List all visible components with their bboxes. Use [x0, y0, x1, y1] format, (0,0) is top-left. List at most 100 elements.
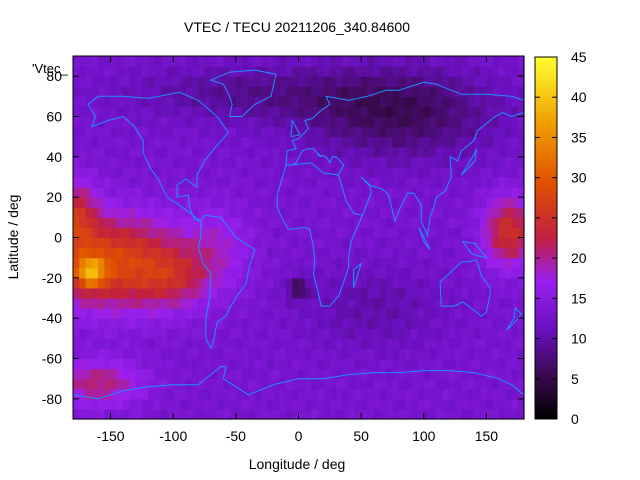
heatmap-cell [398, 146, 406, 158]
heatmap-cell [323, 156, 331, 168]
heatmap-cell [116, 136, 124, 148]
heatmap-cell [392, 318, 400, 329]
heatmap-cell [367, 116, 375, 128]
heatmap-cell [148, 126, 156, 138]
heatmap-cell [73, 237, 80, 249]
heatmap-cell [135, 116, 143, 128]
heatmap-cell [336, 388, 343, 400]
heatmap-cell [480, 187, 488, 198]
heatmap-cell [473, 338, 481, 350]
heatmap-cell [135, 177, 143, 188]
heatmap-cell [436, 217, 444, 229]
heatmap-cell [323, 187, 331, 198]
heatmap-cell [348, 267, 356, 279]
heatmap-cell [148, 156, 156, 168]
heatmap-cell [129, 408, 137, 420]
heatmap-cell [404, 136, 412, 148]
heatmap-cell [505, 378, 513, 390]
heatmap-cell [204, 86, 212, 97]
heatmap-cell [498, 56, 506, 67]
heatmap-cell [342, 156, 350, 168]
heatmap-cell [348, 197, 356, 208]
heatmap-cell [248, 66, 256, 77]
heatmap-cell [273, 116, 281, 128]
heatmap-cell [242, 56, 249, 67]
heatmap-cell [185, 86, 193, 97]
heatmap-cell [173, 328, 181, 339]
heatmap-cell [430, 156, 437, 168]
heatmap-cell [404, 257, 412, 269]
heatmap-cell [242, 318, 249, 329]
heatmap-cell [235, 116, 243, 128]
heatmap-cell [455, 177, 462, 188]
heatmap-cell [348, 298, 356, 309]
heatmap-cell [511, 227, 519, 239]
heatmap-cell [173, 267, 181, 279]
heatmap-cell [160, 146, 168, 158]
heatmap-cell [492, 267, 500, 279]
heatmap-cell [323, 388, 331, 400]
heatmap-cell [223, 126, 231, 138]
heatmap-cell [323, 267, 331, 279]
heatmap-cell [141, 76, 149, 87]
heatmap-cell [91, 298, 99, 309]
heatmap-cell [423, 217, 431, 229]
heatmap-cell [223, 177, 231, 188]
heatmap-cell [198, 247, 206, 259]
heatmap-cell [317, 56, 325, 67]
heatmap-cell [442, 308, 450, 319]
heatmap-cell [311, 66, 318, 77]
heatmap-cell [85, 136, 93, 148]
heatmap-cell [304, 308, 312, 319]
heatmap-cell [179, 287, 187, 299]
heatmap-cell [198, 388, 206, 400]
heatmap-cell [336, 267, 343, 279]
heatmap-cell [235, 318, 243, 329]
heatmap-cell [98, 277, 105, 289]
heatmap-cell [148, 348, 156, 360]
heatmap-cell [329, 76, 337, 87]
heatmap-cell [85, 197, 93, 208]
heatmap-cell [417, 136, 425, 148]
heatmap-cell [223, 156, 231, 168]
heatmap-cell [498, 136, 506, 148]
heatmap-cell [160, 86, 168, 97]
heatmap-cell [467, 267, 475, 279]
heatmap-cell [79, 308, 87, 319]
heatmap-cell [342, 146, 350, 158]
heatmap-cell [123, 267, 130, 279]
colorbar [534, 56, 558, 420]
heatmap-cell [104, 136, 112, 148]
heatmap-cell [298, 187, 306, 198]
heatmap-cell [110, 126, 118, 138]
heatmap-cell [498, 66, 506, 77]
heatmap-cell [285, 227, 293, 239]
heatmap-cell [279, 96, 287, 108]
heatmap-cell [336, 187, 343, 198]
heatmap-cell [398, 267, 406, 279]
heatmap-cell [235, 96, 243, 108]
heatmap-cell [404, 267, 412, 279]
heatmap-cell [285, 398, 293, 410]
heatmap-cell [379, 116, 387, 128]
heatmap-cell [336, 106, 343, 118]
heatmap-cell [73, 277, 80, 289]
heatmap-cell [192, 338, 199, 350]
heatmap-cell [430, 287, 437, 299]
heatmap-cell [248, 197, 256, 208]
heatmap-cell [248, 217, 256, 229]
heatmap-cell [336, 217, 343, 229]
heatmap-cell [104, 217, 112, 229]
heatmap-cell [166, 398, 174, 410]
heatmap-cell [311, 358, 318, 370]
heatmap-cell [123, 86, 130, 97]
heatmap-cell [323, 136, 331, 148]
heatmap-cell [116, 156, 124, 168]
heatmap-cell [166, 267, 174, 279]
heatmap-cell [79, 237, 87, 249]
heatmap-cell [267, 227, 275, 239]
heatmap-cell [373, 56, 381, 67]
heatmap-cell [248, 227, 256, 239]
heatmap-cell [423, 177, 431, 188]
heatmap-cell [267, 338, 275, 350]
